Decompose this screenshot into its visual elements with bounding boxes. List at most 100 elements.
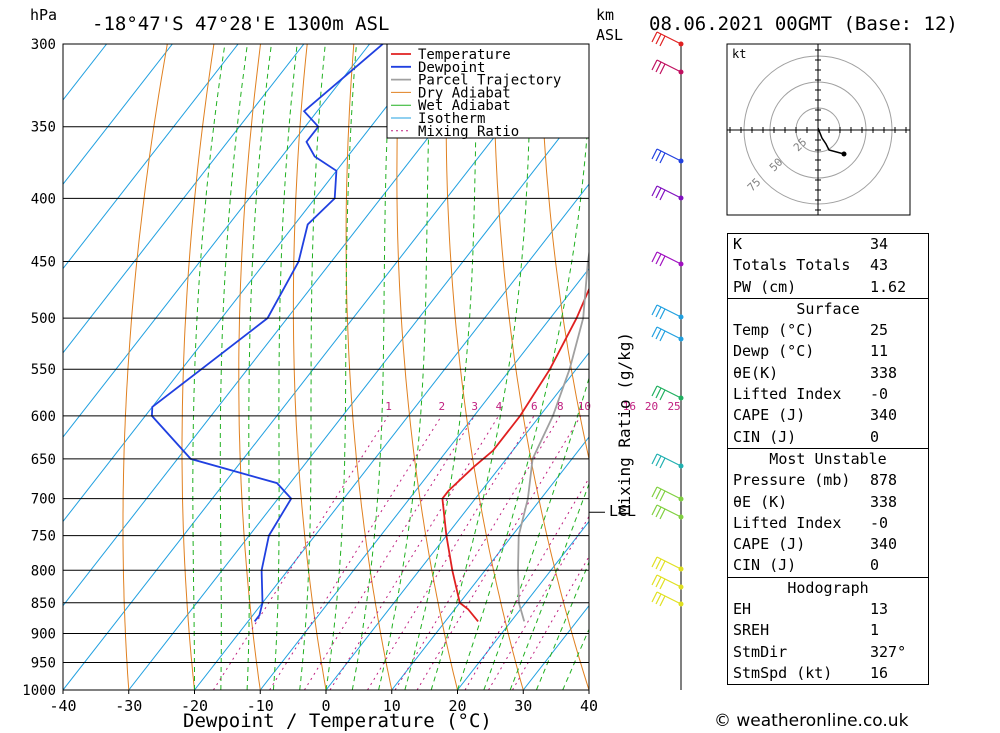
mixing-ratio-value-label: 8 bbox=[557, 400, 564, 413]
dry-adiabat-line bbox=[122, 44, 168, 690]
wind-barb-feather bbox=[659, 63, 666, 75]
index-value: 1.62 bbox=[870, 277, 907, 296]
location-title: -18°47'S 47°28'E 1300m ASL bbox=[92, 13, 389, 35]
wet-adiabat-line bbox=[325, 44, 357, 690]
isotherm-line bbox=[457, 520, 589, 690]
hodograph-index-label: StmSpd (kt) bbox=[733, 663, 833, 682]
index-label: Totals Totals bbox=[733, 256, 851, 275]
wet-adiabat-line bbox=[299, 44, 326, 690]
index-panel: K 34 Totals Totals 43 PW (cm) 1.62 Surface Te… bbox=[727, 233, 929, 686]
hodograph-title: Hodograph bbox=[728, 576, 928, 599]
mixing-ratio-line bbox=[212, 415, 389, 690]
hodograph-index-row: StmDir 327° bbox=[728, 642, 928, 663]
wind-barb-feather bbox=[659, 595, 666, 607]
wind-barb-feather bbox=[651, 453, 658, 465]
most-unstable-title: Most Unstable bbox=[728, 447, 928, 470]
isotherm-line bbox=[128, 99, 589, 690]
wet-adiabat-line bbox=[192, 44, 226, 690]
surface-index-value: 338 bbox=[870, 363, 898, 382]
wind-barb-feather bbox=[659, 330, 666, 342]
surface-index-value: 25 bbox=[870, 321, 889, 340]
legend-entry: Wet Adiabat bbox=[418, 98, 511, 114]
pressure-tick-label: 550 bbox=[31, 362, 56, 378]
wind-barb-feather bbox=[659, 189, 666, 201]
isotherm-line bbox=[63, 44, 502, 607]
mixing-ratio-line bbox=[367, 415, 535, 690]
most-unstable-index-value: 340 bbox=[870, 535, 898, 554]
wind-barb bbox=[656, 591, 682, 605]
wet-adiabat-line bbox=[246, 44, 272, 690]
most-unstable-index-row: Pressure (mb) 878 bbox=[728, 470, 928, 491]
pressure-tick-label: 650 bbox=[31, 452, 56, 468]
mixing-ratio-line bbox=[394, 415, 561, 690]
storm-motion-marker bbox=[841, 151, 847, 157]
hodograph-index-row: StmSpd (kt) 16 bbox=[728, 663, 928, 684]
hodograph-index-label: EH bbox=[733, 600, 752, 619]
legend-entry: Mixing Ratio bbox=[418, 124, 519, 140]
index-label: PW (cm) bbox=[733, 277, 797, 296]
dry-adiabat-line bbox=[960, 44, 1000, 690]
surface-title: Surface bbox=[728, 297, 928, 320]
mixing-ratio-value-label: 2 bbox=[438, 400, 445, 413]
wind-barb-feather bbox=[655, 506, 662, 518]
wind-barb-feather bbox=[659, 308, 666, 320]
most-unstable-index-row: CAPE (J) 340 bbox=[728, 534, 928, 555]
wind-barb-feather bbox=[651, 556, 658, 568]
wind-barb-feather bbox=[659, 560, 666, 572]
dry-adiabat-line bbox=[292, 44, 327, 690]
credit-text[interactable]: © weatheronline.co.uk bbox=[714, 711, 909, 731]
wind-barb-feather bbox=[655, 387, 662, 399]
most-unstable-index-row: Lifted Index -0 bbox=[728, 513, 928, 534]
mixing-ratio-axis-label: Mixing Ratio (g/kg) bbox=[615, 332, 634, 515]
wind-barb-feather bbox=[655, 455, 662, 467]
hodograph-index-value: 16 bbox=[870, 663, 889, 682]
wind-barb-feather bbox=[659, 508, 666, 520]
index-label: K bbox=[733, 235, 743, 253]
legend-entry: Dry Adiabat bbox=[418, 85, 511, 101]
isotherm-line bbox=[63, 44, 173, 186]
temperature-tick-label: 0 bbox=[321, 697, 330, 715]
isotherm-line bbox=[325, 352, 589, 690]
temperature-tick-label: 30 bbox=[514, 697, 532, 715]
most-unstable-index-label: Lifted Index bbox=[733, 513, 842, 532]
temperature-tick-label: -10 bbox=[247, 697, 274, 715]
wind-barb-feather bbox=[659, 255, 666, 267]
plot-frame bbox=[62, 43, 590, 691]
isotherm-line bbox=[194, 183, 589, 690]
dry-adiabat-line bbox=[396, 44, 458, 690]
surface-index-row: θE(K) 338 bbox=[728, 363, 928, 384]
mixing-ratio-line bbox=[303, 415, 475, 690]
isotherm-line bbox=[63, 44, 568, 690]
pressure-tick-label: 350 bbox=[31, 120, 56, 136]
mixing-ratio-value-label: 1 bbox=[385, 400, 392, 413]
wind-barb-feather bbox=[655, 576, 662, 588]
wind-barb-feather bbox=[651, 251, 658, 263]
index-value: 34 bbox=[870, 235, 889, 253]
most-unstable-index-value: 0 bbox=[870, 556, 880, 575]
wind-barb-feather bbox=[655, 253, 662, 265]
index-row: PW (cm) 1.62 bbox=[728, 277, 928, 298]
wind-barb-feather bbox=[651, 504, 658, 516]
wind-barb-feather bbox=[655, 33, 662, 45]
isotherm-line bbox=[391, 436, 589, 690]
pressure-tick-label: 500 bbox=[31, 311, 56, 327]
most-unstable-index-value: 878 bbox=[870, 471, 898, 490]
surface-index-value: 0 bbox=[870, 427, 880, 446]
hodograph-index-label: StmDir bbox=[733, 642, 788, 661]
hodograph-index-row: SREH 1 bbox=[728, 620, 928, 641]
surface-index-row: CIN (J) 0 bbox=[728, 427, 928, 448]
dry-adiabat-line bbox=[181, 44, 215, 690]
most-unstable-index-label: CIN (J) bbox=[733, 556, 797, 575]
most-unstable-index-label: CAPE (J) bbox=[733, 535, 806, 554]
wet-adiabat-line bbox=[457, 103, 589, 690]
wet-adiabat-line bbox=[535, 560, 589, 690]
wind-barb-feather bbox=[651, 148, 658, 160]
temperature-tick-label: 10 bbox=[383, 697, 401, 715]
pressure-tick-label: 300 bbox=[31, 37, 56, 53]
surface-index-label: Temp (°C) bbox=[733, 321, 815, 340]
pressure-tick-label: 1000 bbox=[22, 683, 56, 699]
pressure-tick-label: 950 bbox=[31, 655, 56, 671]
surface-index-value: 11 bbox=[870, 342, 889, 361]
surface-index-label: Dewp (°C) bbox=[733, 342, 815, 361]
